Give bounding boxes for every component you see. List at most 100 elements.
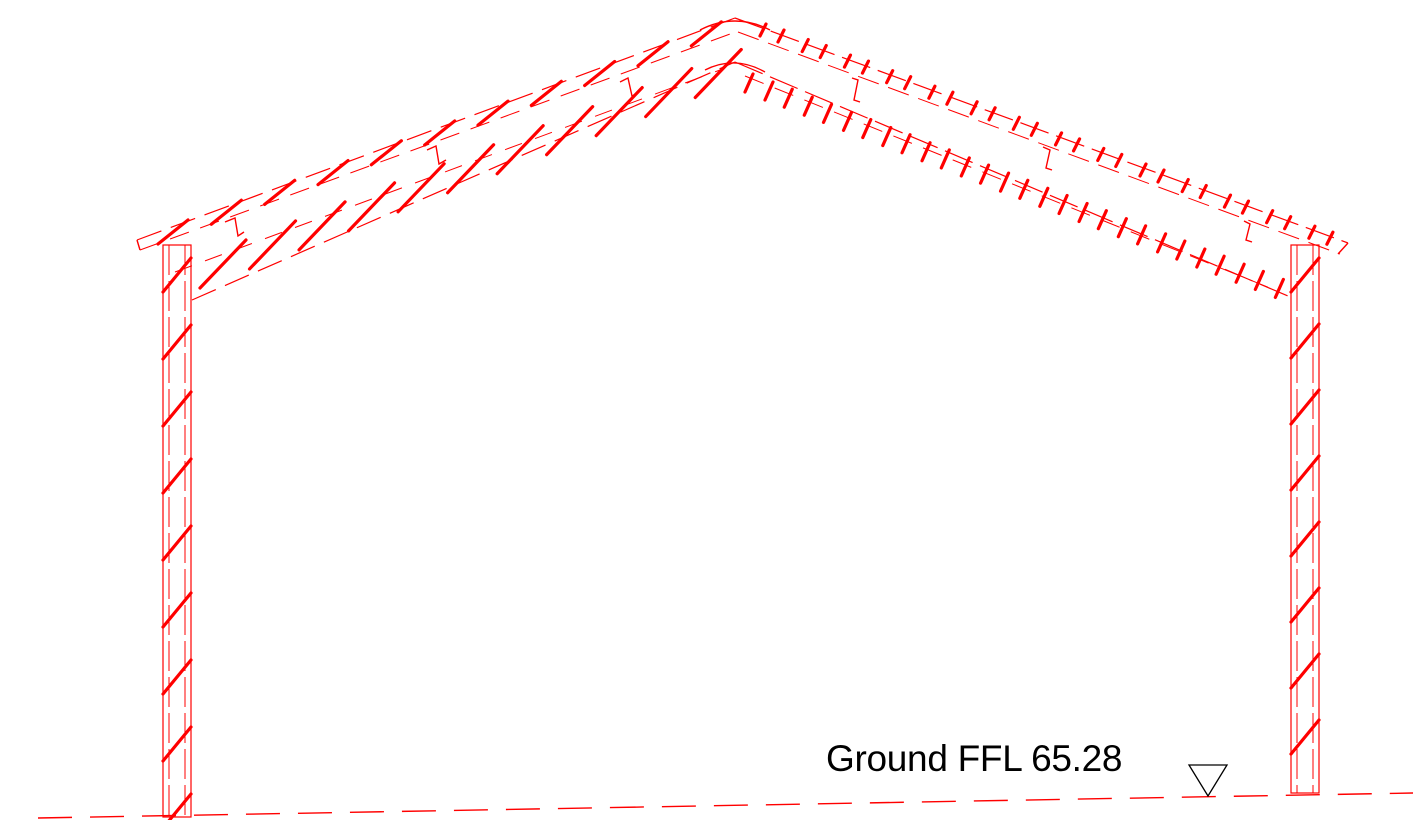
roof-hatch-stroke (900, 133, 912, 155)
roof-hatch-stroke (636, 40, 670, 68)
wall-hatch-stroke (161, 658, 193, 696)
roof-hatch-stroke (743, 72, 755, 94)
roof-hatch-stroke (1240, 199, 1251, 215)
roof-hatch-stroke (346, 181, 397, 233)
left-wall (161, 244, 193, 820)
roof-hatch-stroke (297, 200, 347, 252)
right-roof-slope (734, 17, 1349, 300)
roof-hatch-stroke (198, 238, 248, 290)
roof-hatch-stroke (978, 163, 991, 185)
roof-hatch-stroke (1155, 232, 1168, 254)
wall-hatch-stroke (167, 792, 193, 820)
roof-hatch-stroke (156, 218, 190, 246)
wall-hatch-stroke (1289, 454, 1321, 492)
roof-hatch-stroke (583, 59, 617, 88)
roof-hatch-stroke (689, 20, 723, 48)
roof-hatch-stroke (860, 59, 871, 75)
roof-ridge (699, 20, 771, 73)
roof-hatch-stroke (1029, 121, 1039, 137)
wall-hatch-stroke (1289, 388, 1321, 426)
left-roof-slope (136, 17, 743, 301)
roof-hatch-stroke (1175, 239, 1187, 261)
wall-hatch-stroke (161, 457, 193, 495)
roof-hatch-stroke (776, 28, 786, 44)
wall-hatch-stroke (161, 256, 193, 294)
roof-hatch-stroke (802, 95, 814, 117)
wall-hatch-stroke (161, 524, 193, 562)
roof-hatch-stroke (1265, 209, 1275, 225)
wall-hatch-stroke (161, 725, 193, 763)
roof-hatch-stroke (1198, 183, 1208, 200)
wall-hatch-stroke (161, 591, 193, 629)
roof-hatch-stroke (545, 105, 595, 157)
roof-hatch-stroke (1071, 137, 1082, 153)
roof-hatch-stroke (763, 80, 775, 102)
roof-hatch-stroke (1253, 269, 1265, 292)
roof-hatch-stroke (939, 148, 951, 170)
right-wall (1289, 244, 1321, 794)
roof-hatch-stroke (1307, 224, 1317, 240)
roof-hatch-stroke (841, 110, 854, 132)
roof-hatch-stroke (1038, 186, 1050, 208)
roof-hatch-stroke (247, 219, 298, 271)
roof-hatch-stroke (423, 119, 457, 147)
roof-hatch-stroke (818, 43, 828, 60)
wall-hatch-stroke (1289, 718, 1321, 756)
roof-hatch-stroke (1077, 201, 1089, 224)
roof-hatch-stroke (987, 106, 997, 122)
roof-hatch-stroke (1018, 178, 1030, 200)
roof-hatch-stroke (1096, 146, 1106, 163)
roof-hatch-stroke (1214, 254, 1226, 276)
roof-hatch-stroke (1222, 193, 1233, 209)
roof-hatch-stroke (758, 22, 768, 38)
roof-hatch-stroke (998, 171, 1011, 193)
roof-hatch-stroke (800, 37, 810, 54)
wall-hatch-stroke (1289, 256, 1321, 294)
roof-hatch-stroke (529, 79, 563, 107)
roof-hatch-stroke (821, 102, 834, 124)
roof-hatch-stroke (1116, 217, 1128, 239)
roof-hatch-stroke (446, 143, 496, 195)
roof-hatch-stroke (1195, 247, 1207, 269)
wall-hatch-stroke (161, 323, 193, 361)
roof-hatch-stroke (885, 69, 895, 85)
wall-hatch-stroke (1289, 322, 1321, 360)
roof-hatch-stroke (495, 124, 545, 176)
roof-hatch-stroke (920, 141, 932, 163)
roof-hatch-stroke (263, 178, 297, 206)
roof-hatch-stroke (945, 90, 955, 106)
roof-hatch-stroke (1273, 277, 1285, 300)
roof-hatch-stroke (594, 86, 644, 138)
ground-ffl-label: Ground FFL 65.28 (826, 738, 1123, 779)
level-marker-icon (1187, 764, 1229, 798)
roof-hatch-stroke (1053, 131, 1064, 147)
roof-hatch-stroke (1156, 168, 1166, 184)
wall-hatch-stroke (1289, 520, 1321, 558)
wall-hatch-stroke (1289, 652, 1321, 690)
roof-hatch-stroke (1325, 230, 1335, 246)
wall-hatch-stroke (161, 390, 193, 428)
roof-hatch-stroke (1135, 224, 1148, 246)
wall-hatch-stroke (1289, 586, 1321, 624)
roof-hatch-stroke (861, 117, 873, 140)
roof-hatch-stroke (476, 99, 510, 127)
roof-hatch-stroke (842, 53, 853, 69)
roof-hatch-stroke (1283, 215, 1293, 231)
roof-hatch-stroke (959, 156, 971, 178)
roof-hatch-stroke (1096, 209, 1108, 231)
roof-hatch-stroke (969, 100, 979, 116)
roof-hatch-stroke (881, 125, 893, 148)
roof-hatch-stroke (369, 139, 403, 167)
roof-hatch-stroke (1057, 193, 1069, 216)
roof-hatch-stroke (1011, 115, 1021, 131)
roof-hatch-stroke (927, 84, 937, 100)
roof-hatch-stroke (1234, 262, 1246, 284)
roof-hatch-stroke (1180, 177, 1190, 194)
roof-hatch-stroke (209, 198, 243, 226)
roof-hatch-stroke (693, 47, 743, 100)
roof-hatch-stroke (644, 66, 694, 119)
roof-hatch-stroke (1138, 162, 1148, 178)
roof-hatch-stroke (396, 162, 446, 214)
roof-hatch-stroke (782, 87, 794, 109)
